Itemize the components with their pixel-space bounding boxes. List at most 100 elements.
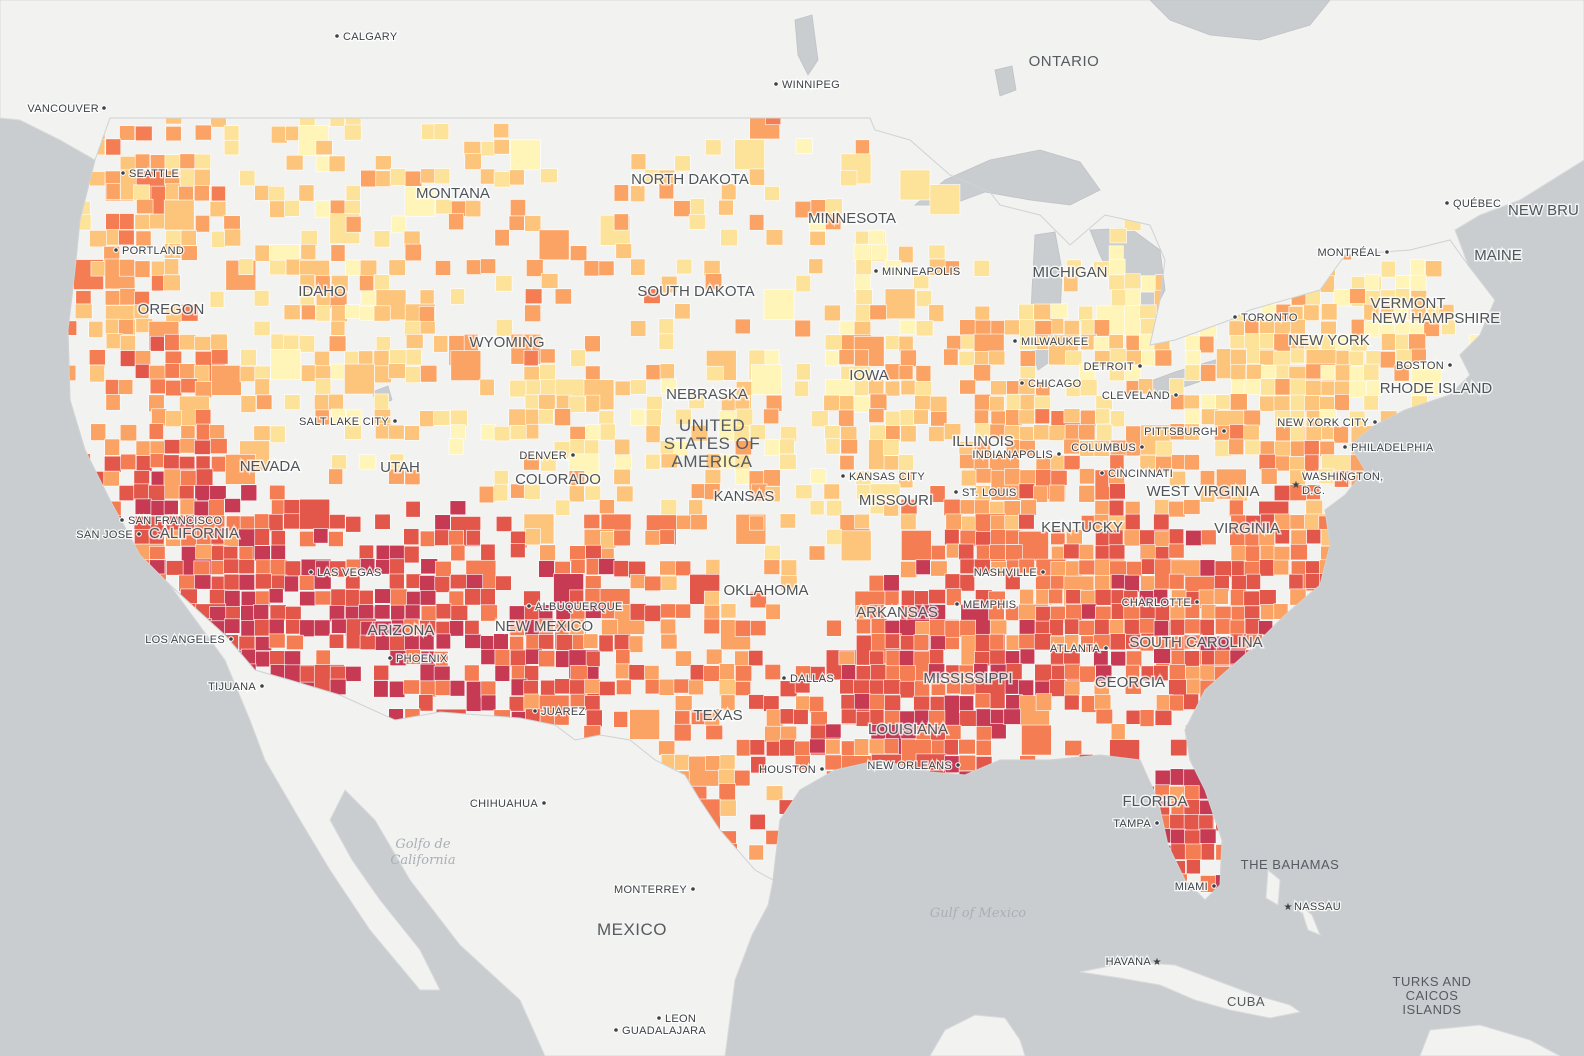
minneapolis-dot xyxy=(873,268,879,274)
county-cell xyxy=(1079,378,1098,397)
county-cell xyxy=(525,528,541,546)
county-cell xyxy=(1018,303,1034,322)
county-cell xyxy=(373,680,389,698)
turks-label-line2: CAICOS xyxy=(1406,988,1459,1003)
county-cell xyxy=(1394,333,1411,351)
county-cell xyxy=(1049,619,1064,636)
west-virginia-label: WEST VIRGINIA xyxy=(1146,483,1259,500)
county-cell xyxy=(298,184,315,202)
county-cell xyxy=(420,530,435,547)
county-cell xyxy=(1260,468,1278,485)
county-cell xyxy=(331,618,349,634)
county-cell xyxy=(238,258,254,275)
county-cell xyxy=(853,320,872,338)
county-cell xyxy=(841,708,857,724)
county-cell xyxy=(795,138,813,154)
county-cell xyxy=(1410,365,1442,396)
county-cell xyxy=(104,455,122,473)
chicago-label: CHICAGO xyxy=(1028,378,1082,390)
county-cell xyxy=(539,348,556,364)
county-cell xyxy=(673,200,691,217)
county-cell xyxy=(388,468,405,485)
county-cell xyxy=(1231,575,1247,592)
county-cell xyxy=(1168,528,1185,545)
county-cell xyxy=(1108,499,1125,518)
county-cell xyxy=(330,244,346,262)
county-cell xyxy=(224,590,241,608)
county-cell xyxy=(343,124,362,141)
county-cell xyxy=(1018,426,1034,442)
county-cell xyxy=(1185,349,1201,368)
florida-label: FLORIDA xyxy=(1122,793,1187,810)
county-cell xyxy=(883,738,899,754)
county-cell xyxy=(209,606,227,623)
county-cell xyxy=(419,633,435,651)
county-cell xyxy=(958,350,976,367)
pittsburgh-dot xyxy=(1221,428,1227,434)
county-cell xyxy=(493,633,509,650)
county-cell xyxy=(854,303,872,322)
county-cell xyxy=(479,378,495,396)
county-cell xyxy=(420,365,438,383)
county-cell xyxy=(899,680,917,699)
county-cell xyxy=(508,696,526,712)
county-cell xyxy=(1063,455,1081,470)
county-cell xyxy=(1334,380,1350,396)
county-cell xyxy=(1290,543,1308,561)
calgary-label: CALGARY xyxy=(343,31,398,43)
south-carolina-label: SOUTH CAROLINA xyxy=(1129,634,1262,651)
county-cell xyxy=(870,244,888,260)
county-cell xyxy=(419,575,436,592)
county-cell xyxy=(465,529,481,546)
county-cell xyxy=(853,693,871,710)
county-cell xyxy=(135,455,153,472)
county-cell xyxy=(495,318,513,337)
county-cell xyxy=(721,183,737,201)
county-cell xyxy=(764,544,781,562)
county-cell xyxy=(389,558,405,575)
county-cell xyxy=(194,439,211,455)
county-cell xyxy=(916,290,932,307)
minnesota-label: MINNESOTA xyxy=(808,210,896,227)
county-cell xyxy=(674,155,691,172)
county-cell xyxy=(1245,573,1261,590)
phoenix-dot xyxy=(387,655,393,661)
county-cell xyxy=(509,424,527,440)
washington-dc-label-line1: WASHINGTON, xyxy=(1302,471,1384,483)
county-cell xyxy=(345,666,362,682)
county-cell xyxy=(583,260,601,277)
county-cell xyxy=(868,408,885,423)
county-cell xyxy=(1020,499,1037,516)
county-cell xyxy=(765,603,781,620)
county-cell xyxy=(928,589,946,604)
memphis-dot xyxy=(954,601,960,607)
county-cell xyxy=(883,574,900,592)
county-cell xyxy=(164,243,182,259)
county-cell xyxy=(705,724,723,740)
county-cell xyxy=(135,230,152,247)
county-cell xyxy=(1109,228,1127,244)
county-cell xyxy=(1080,409,1097,427)
leon-dot xyxy=(656,1015,662,1021)
county-cell xyxy=(674,754,690,771)
county-cell xyxy=(750,620,767,636)
county-cell xyxy=(268,588,284,604)
indianapolis-dot xyxy=(1056,451,1062,457)
county-cell xyxy=(480,423,496,441)
county-cell xyxy=(388,424,405,440)
charlotte-label: CHARLOTTE xyxy=(1122,597,1191,609)
county-cell xyxy=(1213,649,1231,666)
county-cell xyxy=(720,228,738,247)
county-cell xyxy=(1064,680,1081,697)
county-cell xyxy=(268,633,286,649)
county-cell xyxy=(749,214,765,231)
county-cell xyxy=(420,168,437,184)
county-cell xyxy=(810,468,827,484)
county-cell xyxy=(224,618,241,634)
county-cell xyxy=(193,560,210,577)
county-cell xyxy=(464,664,480,682)
county-cell xyxy=(223,125,240,141)
juarez-dot xyxy=(532,708,538,714)
county-cell xyxy=(1290,529,1307,547)
